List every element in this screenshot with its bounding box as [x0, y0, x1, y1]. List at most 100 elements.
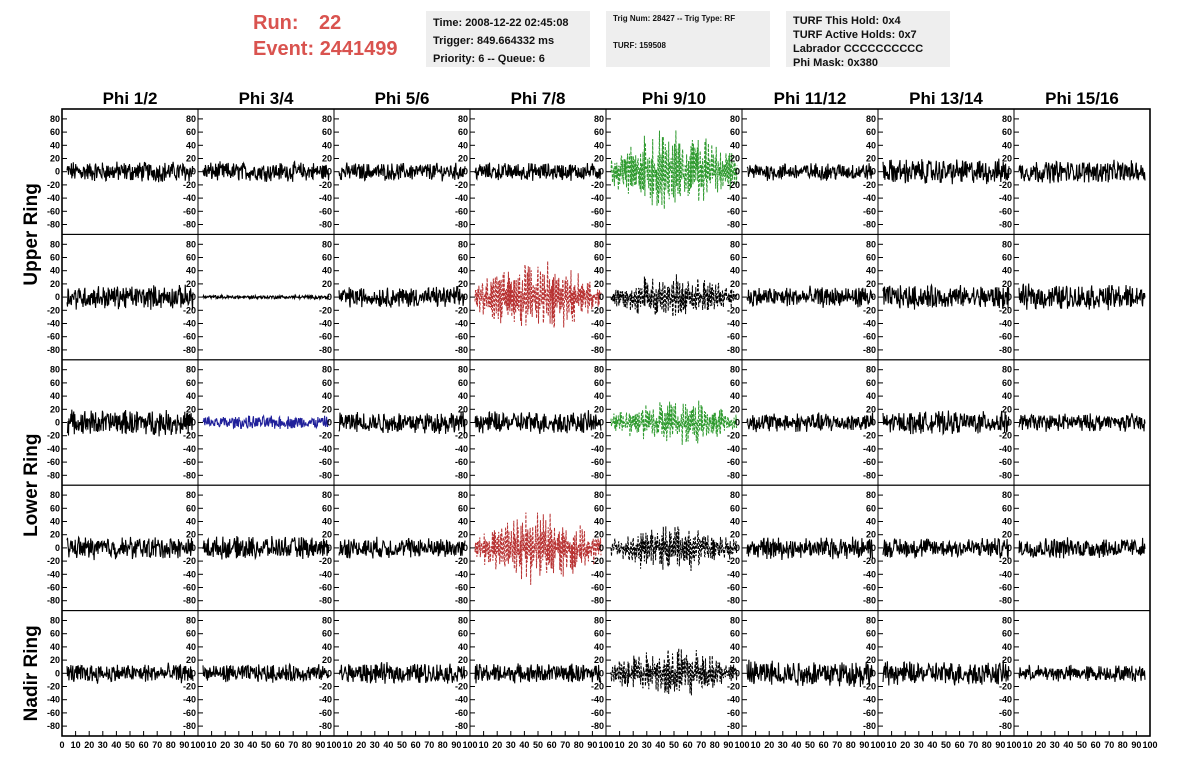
y-tick-label: -40 [47, 444, 60, 454]
y-tick-label: -80 [455, 721, 468, 731]
x-tick-label: 90 [723, 740, 733, 750]
x-tick-label: 50 [533, 740, 543, 750]
y-tick-label: -80 [455, 596, 468, 606]
y-tick-label: -20 [727, 682, 740, 692]
y-tick-label: -20 [319, 682, 332, 692]
y-tick-label: 0 [1007, 418, 1012, 428]
y-tick-label: 40 [186, 517, 196, 527]
y-tick-label: -80 [47, 596, 60, 606]
x-tick-label: 90 [1131, 740, 1141, 750]
run-value: 22 [319, 12, 342, 34]
x-tick-label: 70 [968, 740, 978, 750]
y-tick-label: 20 [594, 404, 604, 414]
y-tick-label: -80 [999, 721, 1012, 731]
y-tick-label: 80 [730, 239, 740, 249]
x-tick-label: 0 [59, 740, 64, 750]
y-tick-label: 60 [1002, 253, 1012, 263]
y-tick-label: 20 [322, 404, 332, 414]
y-tick-label: 20 [322, 154, 332, 164]
waveform-trace [610, 525, 738, 572]
y-tick-label: -40 [183, 695, 196, 705]
y-tick-label: -60 [455, 708, 468, 718]
run-line: Run: 22 [253, 10, 398, 36]
waveform-trace [1018, 283, 1146, 311]
y-tick-label: 0 [55, 543, 60, 553]
waveform-trace [202, 414, 330, 430]
waveform-trace [882, 158, 1010, 185]
y-tick-label: -20 [455, 180, 468, 190]
waveform-trace [882, 537, 1010, 559]
x-tick-label: 30 [778, 740, 788, 750]
x-tick-label: 100 [1006, 740, 1021, 750]
x-tick-label: 40 [111, 740, 121, 750]
y-tick-label: 60 [730, 253, 740, 263]
y-tick-label: -40 [183, 319, 196, 329]
y-tick-label: 0 [463, 418, 468, 428]
y-tick-label: -60 [727, 206, 740, 216]
column-header: Phi 3/4 [239, 89, 294, 108]
y-tick-label: -60 [47, 708, 60, 718]
y-tick-label: 0 [463, 668, 468, 678]
y-tick-label: 40 [594, 517, 604, 527]
trig-text: Trig Num: 28427 -- Trig Type: RF [613, 14, 736, 23]
x-tick-label: 80 [438, 740, 448, 750]
y-tick-label: 40 [322, 391, 332, 401]
y-tick-label: 20 [594, 279, 604, 289]
y-tick-label: 40 [1002, 642, 1012, 652]
y-tick-label: 20 [186, 404, 196, 414]
y-tick-label: -80 [591, 220, 604, 230]
column-header: Phi 15/16 [1045, 89, 1119, 108]
y-tick-label: -80 [319, 220, 332, 230]
y-tick-label: 60 [866, 503, 876, 513]
y-tick-label: -60 [183, 708, 196, 718]
y-tick-label: -40 [863, 569, 876, 579]
y-tick-label: -20 [455, 431, 468, 441]
y-tick-label: 40 [458, 266, 468, 276]
y-tick-label: -80 [727, 470, 740, 480]
y-tick-label: 20 [866, 404, 876, 414]
y-tick-label: 0 [191, 292, 196, 302]
y-tick-label: 40 [594, 266, 604, 276]
x-tick-label: 10 [71, 740, 81, 750]
y-tick-label: 20 [866, 154, 876, 164]
time-info-box: Time: 2008-12-22 02:45:08 Trigger: 849.6… [426, 11, 590, 67]
y-tick-label: -20 [183, 682, 196, 692]
y-tick-label: 0 [599, 167, 604, 177]
y-tick-label: -80 [455, 470, 468, 480]
y-tick-label: 60 [594, 253, 604, 263]
y-tick-label: 20 [50, 404, 60, 414]
y-tick-label: -60 [47, 332, 60, 342]
y-tick-label: 80 [322, 365, 332, 375]
y-tick-label: 40 [866, 391, 876, 401]
y-tick-label: -20 [727, 431, 740, 441]
y-tick-label: 60 [458, 378, 468, 388]
y-tick-label: 80 [186, 365, 196, 375]
y-tick-label: -20 [999, 682, 1012, 692]
y-tick-label: 60 [186, 503, 196, 513]
x-tick-label: 50 [261, 740, 271, 750]
y-tick-label: -80 [999, 470, 1012, 480]
waveform-trace [882, 660, 1010, 686]
y-tick-label: -20 [319, 556, 332, 566]
y-tick-label: 40 [458, 391, 468, 401]
y-tick-label: 80 [866, 365, 876, 375]
y-tick-label: -60 [319, 583, 332, 593]
y-tick-label: -20 [591, 305, 604, 315]
y-tick-label: 20 [594, 530, 604, 540]
y-tick-label: 40 [186, 140, 196, 150]
y-tick-label: 60 [322, 629, 332, 639]
y-tick-label: 80 [866, 490, 876, 500]
y-tick-label: 80 [322, 114, 332, 124]
x-tick-label: 50 [941, 740, 951, 750]
waveform-trace [202, 160, 330, 182]
y-tick-label: -60 [183, 457, 196, 467]
y-tick-label: 20 [458, 154, 468, 164]
y-tick-label: 0 [327, 543, 332, 553]
x-tick-label: 50 [125, 740, 135, 750]
y-tick-label: 60 [186, 378, 196, 388]
y-tick-label: 0 [55, 668, 60, 678]
y-tick-label: 0 [55, 167, 60, 177]
x-tick-label: 20 [1036, 740, 1046, 750]
y-tick-label: 80 [458, 365, 468, 375]
y-tick-label: -60 [319, 206, 332, 216]
